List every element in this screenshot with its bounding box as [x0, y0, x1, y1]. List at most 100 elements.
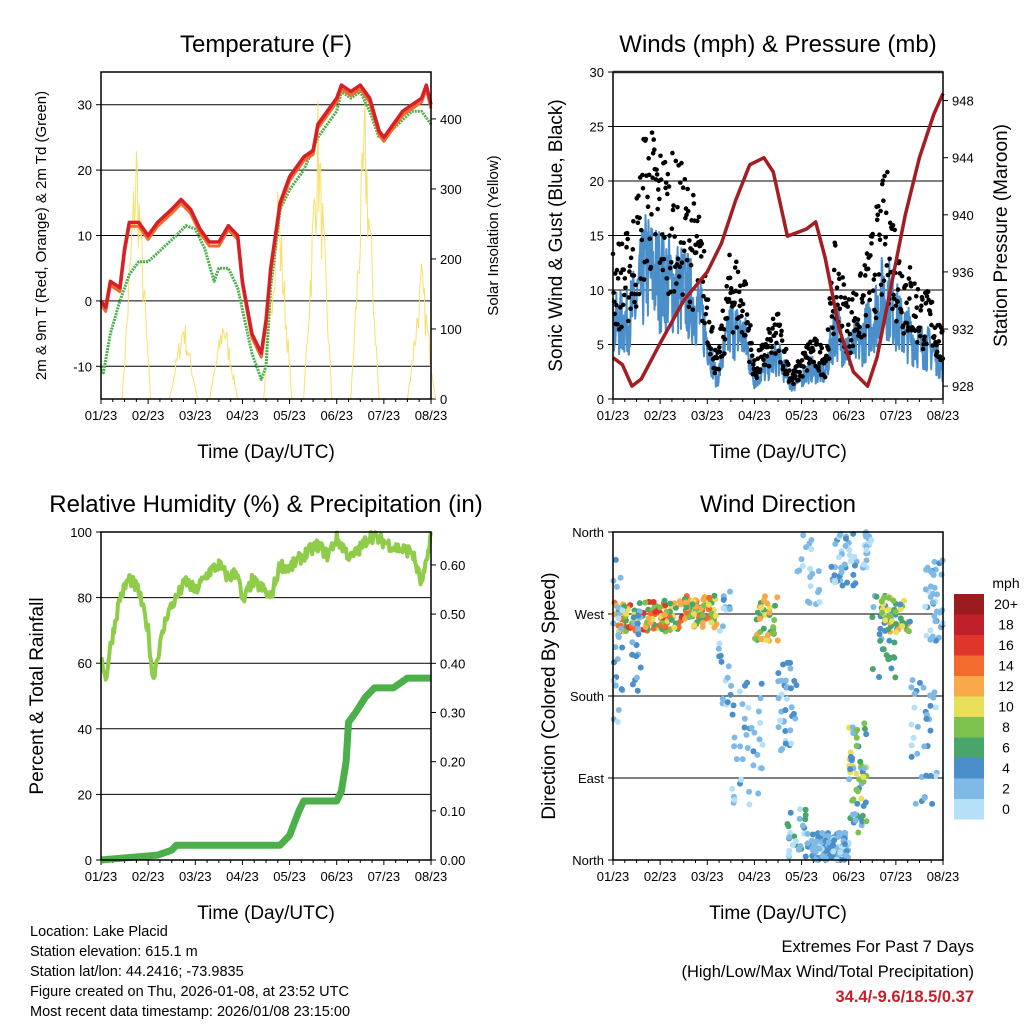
gust-point: [890, 306, 895, 312]
wind-direction-point: [806, 540, 813, 547]
wind-direction-point: [877, 637, 884, 644]
gust-point: [899, 273, 905, 279]
gust-point: [687, 299, 693, 305]
wind-direction-point: [862, 532, 869, 539]
gust-point: [732, 300, 737, 306]
wind-direction-point: [936, 609, 943, 616]
wind-direction-point: [612, 556, 619, 563]
wind-direction-point: [774, 594, 781, 601]
wind-direction-point: [838, 564, 845, 571]
wind-direction-point: [918, 774, 925, 781]
gust-point: [773, 351, 778, 356]
wind-direction-point: [841, 829, 848, 836]
gust-point: [816, 368, 822, 373]
wind-direction-point: [863, 731, 870, 738]
gust-point: [699, 241, 705, 246]
gust-point: [708, 346, 714, 352]
wind-direction-point: [691, 622, 698, 629]
x-axis-label-0: Time (Day/UTC): [197, 442, 335, 463]
colorbar-tick-label: 12: [998, 678, 1014, 694]
wind-direction-point: [869, 614, 876, 621]
wind-direction-point: [633, 653, 640, 660]
gust-point: [696, 214, 702, 220]
y-tick-label: 10: [590, 283, 604, 298]
colorbar-tick-label: 10: [998, 699, 1014, 715]
colorbar-tick-label: 20+: [994, 596, 1018, 612]
y-tick-label: 0: [85, 294, 92, 309]
wind-direction-point: [860, 561, 867, 568]
gust-point: [628, 306, 633, 312]
wind-direction-point: [831, 572, 838, 579]
gust-point: [743, 281, 749, 287]
wind-direction-point: [782, 707, 789, 714]
wind-direction-point: [892, 674, 899, 681]
gust-point: [873, 315, 879, 321]
gust-point: [636, 193, 641, 199]
wind-direction-point: [908, 753, 915, 760]
wind-direction-point: [618, 686, 625, 693]
wind-direction-point: [800, 532, 807, 539]
wind-direction-point: [847, 766, 854, 773]
wind-direction-point: [928, 635, 935, 642]
colorbar-tick-label: 16: [998, 637, 1014, 653]
gust-point: [762, 362, 768, 368]
x-tick-label: 08/23: [415, 408, 448, 423]
y-axis-label-0: 2m & 9m T (Red, Orange) & 2m Td (Green): [33, 91, 50, 380]
gust-point: [920, 346, 926, 352]
gust-point: [767, 330, 773, 335]
wind-direction-point: [661, 597, 668, 604]
colorbar-tick-label: 14: [998, 658, 1014, 674]
colorbar-swatch: [954, 676, 984, 697]
gust-point: [808, 339, 813, 345]
gust-point: [847, 331, 853, 337]
x-tick-label: 05/23: [273, 408, 306, 423]
gust-point: [914, 305, 920, 310]
wind-direction-point: [853, 734, 860, 741]
wind-direction-point: [744, 745, 751, 752]
gust-point: [615, 321, 620, 327]
gust-point: [748, 347, 754, 353]
y-tick-label: 15: [590, 229, 604, 244]
gust-point: [908, 283, 914, 289]
wind-direction-point: [841, 841, 848, 848]
x-tick-label: 03/23: [691, 869, 724, 884]
gust-point: [717, 349, 723, 355]
wind-direction-point: [838, 569, 845, 576]
wind-direction-point: [667, 600, 674, 607]
x-tick-label: 02/23: [644, 408, 677, 423]
gust-point: [681, 248, 687, 254]
wind-direction-point: [808, 546, 815, 553]
wind-direction-point: [828, 563, 835, 570]
gust-point: [765, 344, 771, 350]
gust-point: [720, 308, 726, 314]
wind-direction-point: [807, 565, 814, 572]
sonic-wind-line: [612, 214, 944, 392]
wind-direction-point: [682, 599, 689, 606]
wind-direction-point: [642, 599, 649, 606]
gust-point: [817, 349, 823, 355]
wind-direction-point: [739, 756, 746, 763]
wind-direction-point: [870, 604, 877, 611]
gust-point: [727, 252, 732, 258]
wind-direction-point: [808, 837, 815, 844]
wind-direction-point: [853, 727, 860, 734]
wind-direction-point: [794, 568, 801, 575]
x-tick-label: 07/23: [368, 408, 401, 423]
latlon-text: Station lat/lon: 44.2416; -73.9835: [30, 964, 244, 980]
wind-direction-point: [910, 734, 917, 741]
y-right-tick-label: 928: [952, 379, 974, 394]
x-tick-label: 03/23: [691, 408, 724, 423]
wind-direction-point: [927, 727, 934, 734]
wind-direction-point: [766, 609, 773, 616]
wind-direction-point: [629, 639, 636, 646]
gust-point: [830, 325, 835, 331]
gust-point: [726, 296, 732, 302]
gust-point: [667, 233, 672, 238]
wind-direction-point: [837, 849, 844, 856]
wind-direction-point: [927, 772, 934, 779]
gust-point: [868, 253, 873, 258]
elevation-text: Station elevation: 615.1 m: [30, 944, 198, 960]
wind-direction-point: [824, 832, 831, 839]
gust-point: [668, 260, 674, 265]
wind-direction-point: [849, 755, 856, 762]
